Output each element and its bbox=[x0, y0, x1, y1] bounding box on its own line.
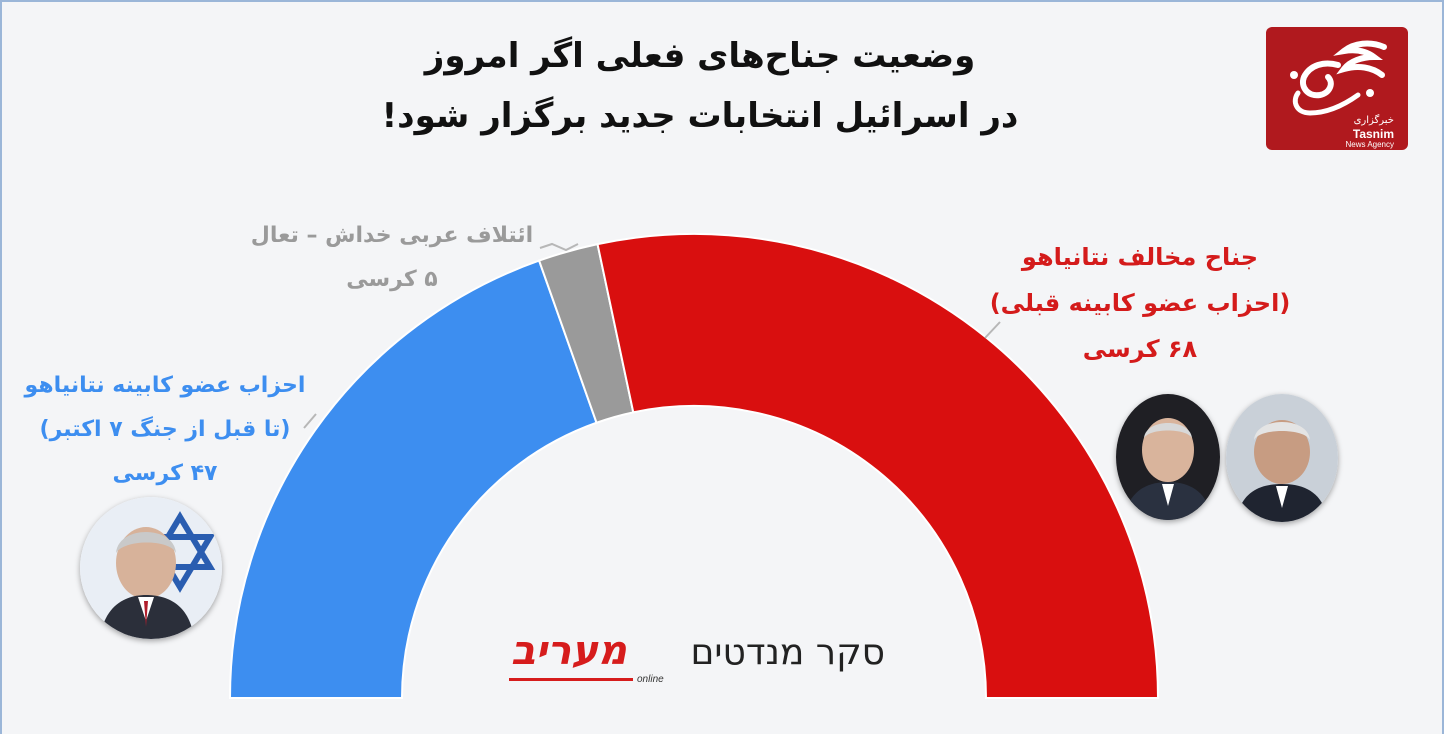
label-blue-line-1: احزاب عضو کابینه نتانیاهو bbox=[24, 373, 306, 398]
leader-gray bbox=[539, 242, 579, 252]
label-blue-line-3: ۴۷ کرسی bbox=[112, 461, 218, 486]
maariv-watermark: סקר מנדטים מעריב online bbox=[505, 628, 885, 688]
page-title: وضعیت جناح‌های فعلی اگر امروز در اسرائیل… bbox=[240, 26, 1160, 146]
watermark-hebrew-text: סקר מנדטים bbox=[690, 632, 885, 673]
label-blue-line-2: (تا قبل از جنگ ۷ اکتبر) bbox=[39, 417, 291, 442]
tasnim-logo: خبرگزاری Tasnim News Agency bbox=[1266, 27, 1408, 150]
segment-blue bbox=[228, 259, 598, 699]
label-red-line-3: ۶۸ کرسی bbox=[1082, 335, 1198, 363]
label-gray-line-1: ائتلاف عربی خداش – تعال bbox=[250, 223, 534, 248]
right-portrait-2-icon bbox=[1226, 394, 1338, 522]
right-portrait-1-icon bbox=[1116, 394, 1220, 520]
left-portrait-icon bbox=[80, 497, 222, 639]
segment-red bbox=[596, 233, 1160, 699]
label-red: جناح مخالف نتانیاهو (احزاب عضو کابینه قب… bbox=[970, 234, 1310, 372]
leader-red bbox=[984, 321, 1001, 339]
label-blue: احزاب عضو کابینه نتانیاهو (تا قبل از جنگ… bbox=[10, 364, 320, 496]
label-red-line-2: (احزاب عضو کابینه قبلی) bbox=[989, 289, 1291, 317]
tasnim-logo-icon bbox=[1290, 40, 1387, 116]
logo-text-fa: خبرگزاری bbox=[1353, 115, 1394, 126]
leader-blue bbox=[303, 413, 317, 429]
logo-text-en: Tasnim bbox=[1352, 127, 1394, 141]
label-gray: ائتلاف عربی خداش – تعال ۵ کرسی bbox=[232, 214, 552, 302]
label-gray-line-2: ۵ کرسی bbox=[346, 267, 438, 292]
watermark-underline bbox=[509, 678, 633, 681]
title-line-1: وضعیت جناح‌های فعلی اگر امروز bbox=[424, 36, 976, 76]
title-line-2: در اسرائیل انتخابات جدید برگزار شود! bbox=[381, 96, 1019, 136]
label-red-line-1: جناح مخالف نتانیاهو bbox=[1021, 243, 1259, 271]
watermark-brand: מעריב bbox=[511, 628, 627, 674]
logo-text-en-sub: News Agency bbox=[1345, 140, 1394, 149]
watermark-online: online bbox=[637, 674, 664, 685]
